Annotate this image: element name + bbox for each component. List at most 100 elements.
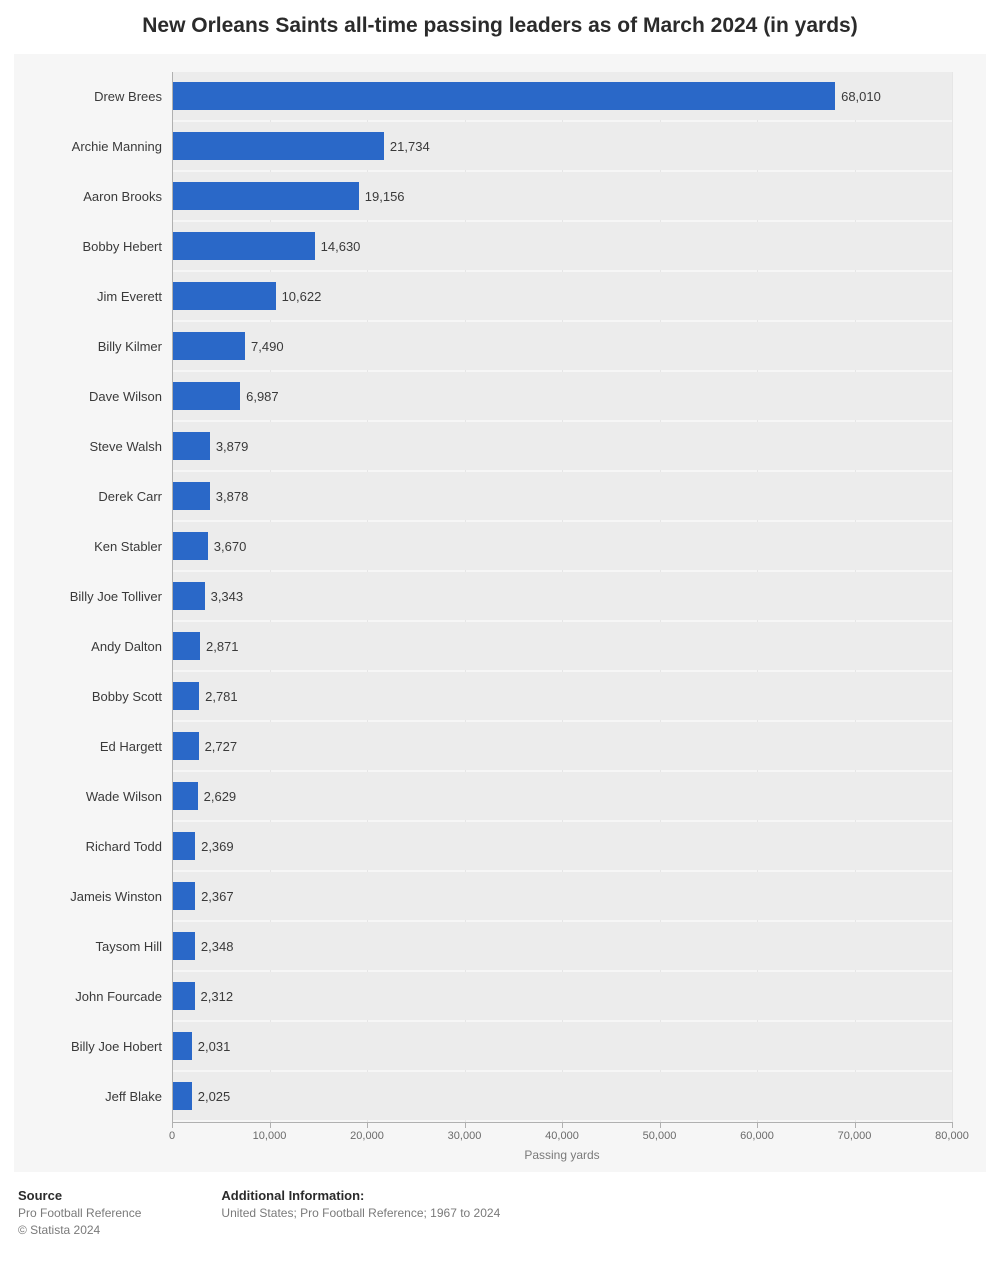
bar: 10,622 bbox=[172, 282, 276, 310]
row-band bbox=[172, 572, 952, 620]
bar: 19,156 bbox=[172, 182, 359, 210]
plot-area: Drew Brees68,010Archie Manning21,734Aaro… bbox=[172, 72, 952, 1122]
x-tick-label: 80,000 bbox=[935, 1130, 969, 1142]
bar-row: Wade Wilson2,629 bbox=[172, 772, 952, 822]
bar-row: Andy Dalton2,871 bbox=[172, 622, 952, 672]
bar-value-label: 2,369 bbox=[201, 832, 234, 860]
category-label: Steve Walsh bbox=[22, 422, 162, 470]
chart-title: New Orleans Saints all-time passing lead… bbox=[0, 0, 1000, 48]
bar-row: Drew Brees68,010 bbox=[172, 72, 952, 122]
category-label: Bobby Scott bbox=[22, 672, 162, 720]
bar: 2,369 bbox=[172, 832, 195, 860]
bar-value-label: 2,781 bbox=[205, 682, 238, 710]
x-tick-label: 30,000 bbox=[448, 1130, 482, 1142]
bar: 3,879 bbox=[172, 432, 210, 460]
category-label: Jameis Winston bbox=[22, 872, 162, 920]
bar-value-label: 2,312 bbox=[201, 982, 234, 1010]
bar-value-label: 2,367 bbox=[201, 882, 234, 910]
footer-info-heading: Additional Information: bbox=[221, 1188, 500, 1203]
bar-value-label: 3,343 bbox=[211, 582, 244, 610]
bar-value-label: 2,629 bbox=[204, 782, 237, 810]
x-tick-label: 0 bbox=[169, 1130, 175, 1142]
x-tick bbox=[562, 1122, 563, 1128]
category-label: Taysom Hill bbox=[22, 922, 162, 970]
x-tick-label: 20,000 bbox=[350, 1130, 384, 1142]
bar-row: Jameis Winston2,367 bbox=[172, 872, 952, 922]
x-tick-label: 50,000 bbox=[643, 1130, 677, 1142]
bar-value-label: 3,670 bbox=[214, 532, 247, 560]
bar-value-label: 68,010 bbox=[841, 82, 881, 110]
row-band bbox=[172, 372, 952, 420]
chart-area: Drew Brees68,010Archie Manning21,734Aaro… bbox=[14, 54, 986, 1172]
row-band bbox=[172, 622, 952, 670]
footer-copyright: © Statista 2024 bbox=[18, 1222, 141, 1239]
chart-body: Drew Brees68,010Archie Manning21,734Aaro… bbox=[22, 72, 962, 1162]
row-band bbox=[172, 1072, 952, 1120]
row-band bbox=[172, 972, 952, 1020]
footer-source-line: Pro Football Reference bbox=[18, 1205, 141, 1222]
bar: 14,630 bbox=[172, 232, 315, 260]
x-tick bbox=[952, 1122, 953, 1128]
bar-value-label: 2,727 bbox=[205, 732, 238, 760]
bar-value-label: 6,987 bbox=[246, 382, 279, 410]
bar: 2,367 bbox=[172, 882, 195, 910]
bar-row: Dave Wilson6,987 bbox=[172, 372, 952, 422]
bar-row: Ken Stabler3,670 bbox=[172, 522, 952, 572]
bar-row: Derek Carr3,878 bbox=[172, 472, 952, 522]
bar: 7,490 bbox=[172, 332, 245, 360]
bar: 3,670 bbox=[172, 532, 208, 560]
bar: 3,878 bbox=[172, 482, 210, 510]
row-band bbox=[172, 772, 952, 820]
footer-source: Source Pro Football Reference © Statista… bbox=[18, 1188, 141, 1239]
bar: 21,734 bbox=[172, 132, 384, 160]
category-label: Ed Hargett bbox=[22, 722, 162, 770]
row-band bbox=[172, 1022, 952, 1070]
x-tick bbox=[757, 1122, 758, 1128]
x-axis-title: Passing yards bbox=[524, 1148, 599, 1162]
category-label: Aaron Brooks bbox=[22, 172, 162, 220]
row-band bbox=[172, 322, 952, 370]
bar-row: Taysom Hill2,348 bbox=[172, 922, 952, 972]
bar-value-label: 3,879 bbox=[216, 432, 249, 460]
x-tick bbox=[270, 1122, 271, 1128]
category-label: Billy Joe Hobert bbox=[22, 1022, 162, 1070]
x-tick bbox=[465, 1122, 466, 1128]
bar-row: Billy Kilmer7,490 bbox=[172, 322, 952, 372]
category-label: Archie Manning bbox=[22, 122, 162, 170]
bar-value-label: 21,734 bbox=[390, 132, 430, 160]
x-tick bbox=[660, 1122, 661, 1128]
category-label: Andy Dalton bbox=[22, 622, 162, 670]
bar-row: Richard Todd2,369 bbox=[172, 822, 952, 872]
bar-value-label: 2,348 bbox=[201, 932, 234, 960]
bar: 3,343 bbox=[172, 582, 205, 610]
bar-value-label: 2,025 bbox=[198, 1082, 231, 1110]
bar-row: Billy Joe Hobert2,031 bbox=[172, 1022, 952, 1072]
bar: 68,010 bbox=[172, 82, 835, 110]
footer-info-text: United States; Pro Football Reference; 1… bbox=[221, 1205, 500, 1222]
bar-row: Aaron Brooks19,156 bbox=[172, 172, 952, 222]
bar: 6,987 bbox=[172, 382, 240, 410]
category-label: Billy Joe Tolliver bbox=[22, 572, 162, 620]
x-tick-label: 40,000 bbox=[545, 1130, 579, 1142]
y-axis-line bbox=[172, 72, 173, 1122]
bar: 2,871 bbox=[172, 632, 200, 660]
category-label: Jim Everett bbox=[22, 272, 162, 320]
bar-row: Bobby Hebert14,630 bbox=[172, 222, 952, 272]
bar-value-label: 3,878 bbox=[216, 482, 249, 510]
bar-row: Ed Hargett2,727 bbox=[172, 722, 952, 772]
bar: 2,031 bbox=[172, 1032, 192, 1060]
category-label: Wade Wilson bbox=[22, 772, 162, 820]
x-tick bbox=[172, 1122, 173, 1128]
chart-footer: Source Pro Football Reference © Statista… bbox=[0, 1180, 1000, 1259]
bar-row: John Fourcade2,312 bbox=[172, 972, 952, 1022]
footer-info: Additional Information: United States; P… bbox=[221, 1188, 500, 1239]
x-tick-label: 60,000 bbox=[740, 1130, 774, 1142]
bar-row: Archie Manning21,734 bbox=[172, 122, 952, 172]
bar-row: Bobby Scott2,781 bbox=[172, 672, 952, 722]
row-band bbox=[172, 872, 952, 920]
bar-value-label: 14,630 bbox=[321, 232, 361, 260]
row-band bbox=[172, 822, 952, 870]
bar-value-label: 19,156 bbox=[365, 182, 405, 210]
bar-row: Steve Walsh3,879 bbox=[172, 422, 952, 472]
bar-value-label: 10,622 bbox=[282, 282, 322, 310]
